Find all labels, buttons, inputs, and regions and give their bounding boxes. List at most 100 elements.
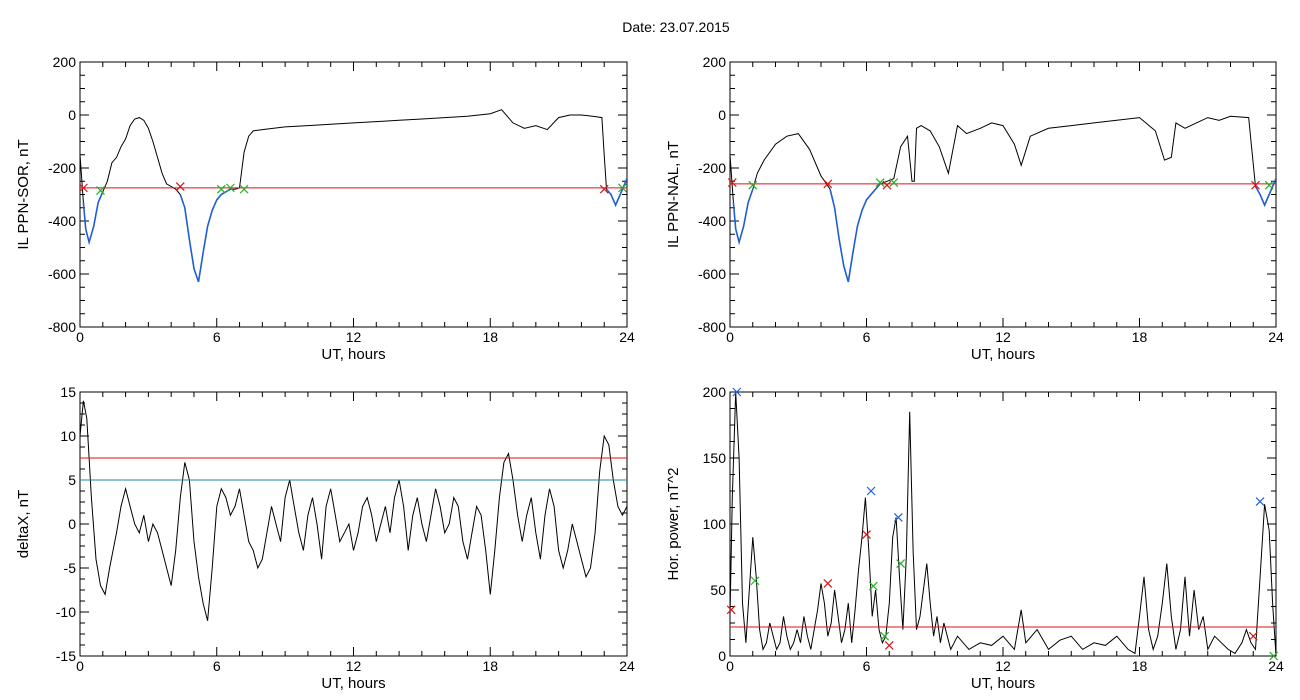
x-tick-label: 6 [863, 658, 871, 674]
x-axis-label: UT, hours [321, 675, 385, 692]
marker-cross [226, 183, 235, 193]
marker-cross [823, 179, 833, 189]
x-axis-label: UT, hours [321, 346, 385, 363]
marker-cross [866, 486, 876, 496]
marker-cross [618, 183, 627, 193]
x-tick-label: 0 [76, 658, 84, 674]
plot-area [730, 392, 1276, 656]
y-axis-label: Hor. power, nT^2 [665, 468, 682, 581]
y-tick-label: -10 [56, 604, 76, 620]
plot-frame [79, 61, 628, 328]
y-tick-label: -200 [48, 160, 76, 176]
x-tick-label: 18 [1132, 658, 1148, 674]
x-tick-label: 6 [863, 329, 871, 345]
series-line [80, 109, 627, 283]
panel-sor: 0 6 12 18 24 -800 -600 -400 -200 0 200 UT, hours IL … [15, 54, 635, 363]
marker-cross [726, 605, 736, 615]
marker-cross [727, 178, 737, 187]
marker-cross [823, 578, 833, 588]
x-tick-label: 6 [213, 329, 221, 345]
x-tick-label: 12 [995, 658, 1011, 674]
y-axis-label: IL PPN-SOR, nT [15, 139, 32, 249]
series-line [1254, 178, 1276, 208]
y-tick-label: -600 [48, 266, 76, 282]
x-axis-label: UT, hours [971, 675, 1035, 692]
y-tick-label: 200 [53, 54, 77, 70]
y-tick-label: -200 [698, 160, 726, 176]
x-tick-label: 18 [1132, 329, 1148, 345]
series-line [82, 191, 104, 246]
x-tick-label: 0 [726, 329, 734, 345]
y-tick-label: 200 [703, 54, 727, 70]
x-tick-label: 12 [995, 329, 1011, 345]
y-tick-label: -800 [698, 319, 726, 335]
plot-area [730, 115, 1276, 283]
marker-cross [1255, 497, 1265, 506]
y-tick-label: -5 [64, 560, 77, 576]
x-tick-label: 24 [619, 329, 635, 345]
marker-cross [884, 641, 894, 650]
marker-cross [875, 178, 885, 187]
marker-cross [882, 180, 892, 190]
panel-nal: 0 6 12 18 24 -800 -600 -400 -200 0 200 UT, hours IL … [665, 54, 1284, 363]
marker-cross [893, 512, 903, 522]
plot-frame [79, 391, 628, 657]
marker-cross [1251, 180, 1260, 190]
y-tick-label: 10 [60, 428, 76, 444]
y-tick-label: 50 [710, 582, 726, 598]
marker-cross [1264, 180, 1274, 190]
marker-cross [239, 184, 249, 194]
y-axis-label: IL PPN-NAL, nT [665, 141, 682, 248]
plot-frame [729, 391, 1277, 657]
marker-cross [1269, 651, 1279, 661]
series-line [605, 178, 627, 208]
x-tick-label: 6 [213, 658, 221, 674]
series-line [730, 115, 1276, 283]
plot-area [80, 400, 627, 621]
marker-cross [889, 178, 899, 187]
x-tick-label: 24 [619, 658, 635, 674]
marker-cross [599, 184, 609, 194]
y-tick-label: 15 [60, 384, 76, 400]
panel-deltax: 0 6 12 18 24 -15 -10 -5 0 5 10 15 UT, hours deltaX, n… [15, 384, 635, 692]
marker-cross [732, 387, 742, 397]
y-tick-label: -400 [48, 213, 76, 229]
y-tick-label: 0 [68, 516, 76, 532]
marker-cross [216, 184, 226, 194]
x-tick-label: 24 [1268, 329, 1284, 345]
marker-cross [175, 182, 185, 191]
marker-cross [750, 576, 760, 586]
marker-cross [896, 559, 906, 569]
y-tick-label: -400 [698, 213, 726, 229]
series-line [829, 183, 881, 283]
y-axis-label: deltaX, nT [15, 490, 32, 558]
series-line [179, 188, 231, 283]
y-tick-label: 0 [68, 107, 76, 123]
marker-cross [748, 180, 758, 190]
marker-cross [868, 581, 878, 591]
y-tick-label: 0 [718, 107, 726, 123]
y-tick-label: 0 [718, 648, 726, 664]
y-tick-label: -800 [48, 319, 76, 335]
x-tick-label: 12 [346, 658, 362, 674]
page-title: Date: 23.07.2015 [622, 19, 730, 35]
x-tick-label: 24 [1268, 658, 1284, 674]
x-tick-label: 12 [346, 329, 362, 345]
panel-power: 0 6 12 18 24 0 50 100 150 200 UT, hours Hor. power,… [665, 384, 1284, 692]
series-line [80, 400, 627, 621]
y-tick-label: -15 [56, 648, 76, 664]
marker-cross [96, 186, 105, 195]
x-tick-label: 18 [482, 658, 498, 674]
plot-area [80, 109, 627, 283]
marker-cross [862, 530, 871, 539]
marker-cross [78, 183, 88, 193]
y-tick-label: 200 [703, 384, 727, 400]
y-tick-label: 5 [68, 472, 76, 488]
y-tick-label: 100 [703, 516, 727, 532]
x-tick-label: 0 [76, 329, 84, 345]
marker-cross [880, 631, 890, 641]
marker-cross [1248, 631, 1258, 641]
x-axis-label: UT, hours [971, 346, 1035, 363]
y-tick-label: 150 [703, 450, 727, 466]
